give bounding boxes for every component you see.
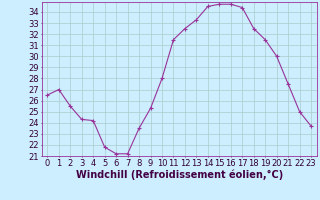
- X-axis label: Windchill (Refroidissement éolien,°C): Windchill (Refroidissement éolien,°C): [76, 169, 283, 180]
